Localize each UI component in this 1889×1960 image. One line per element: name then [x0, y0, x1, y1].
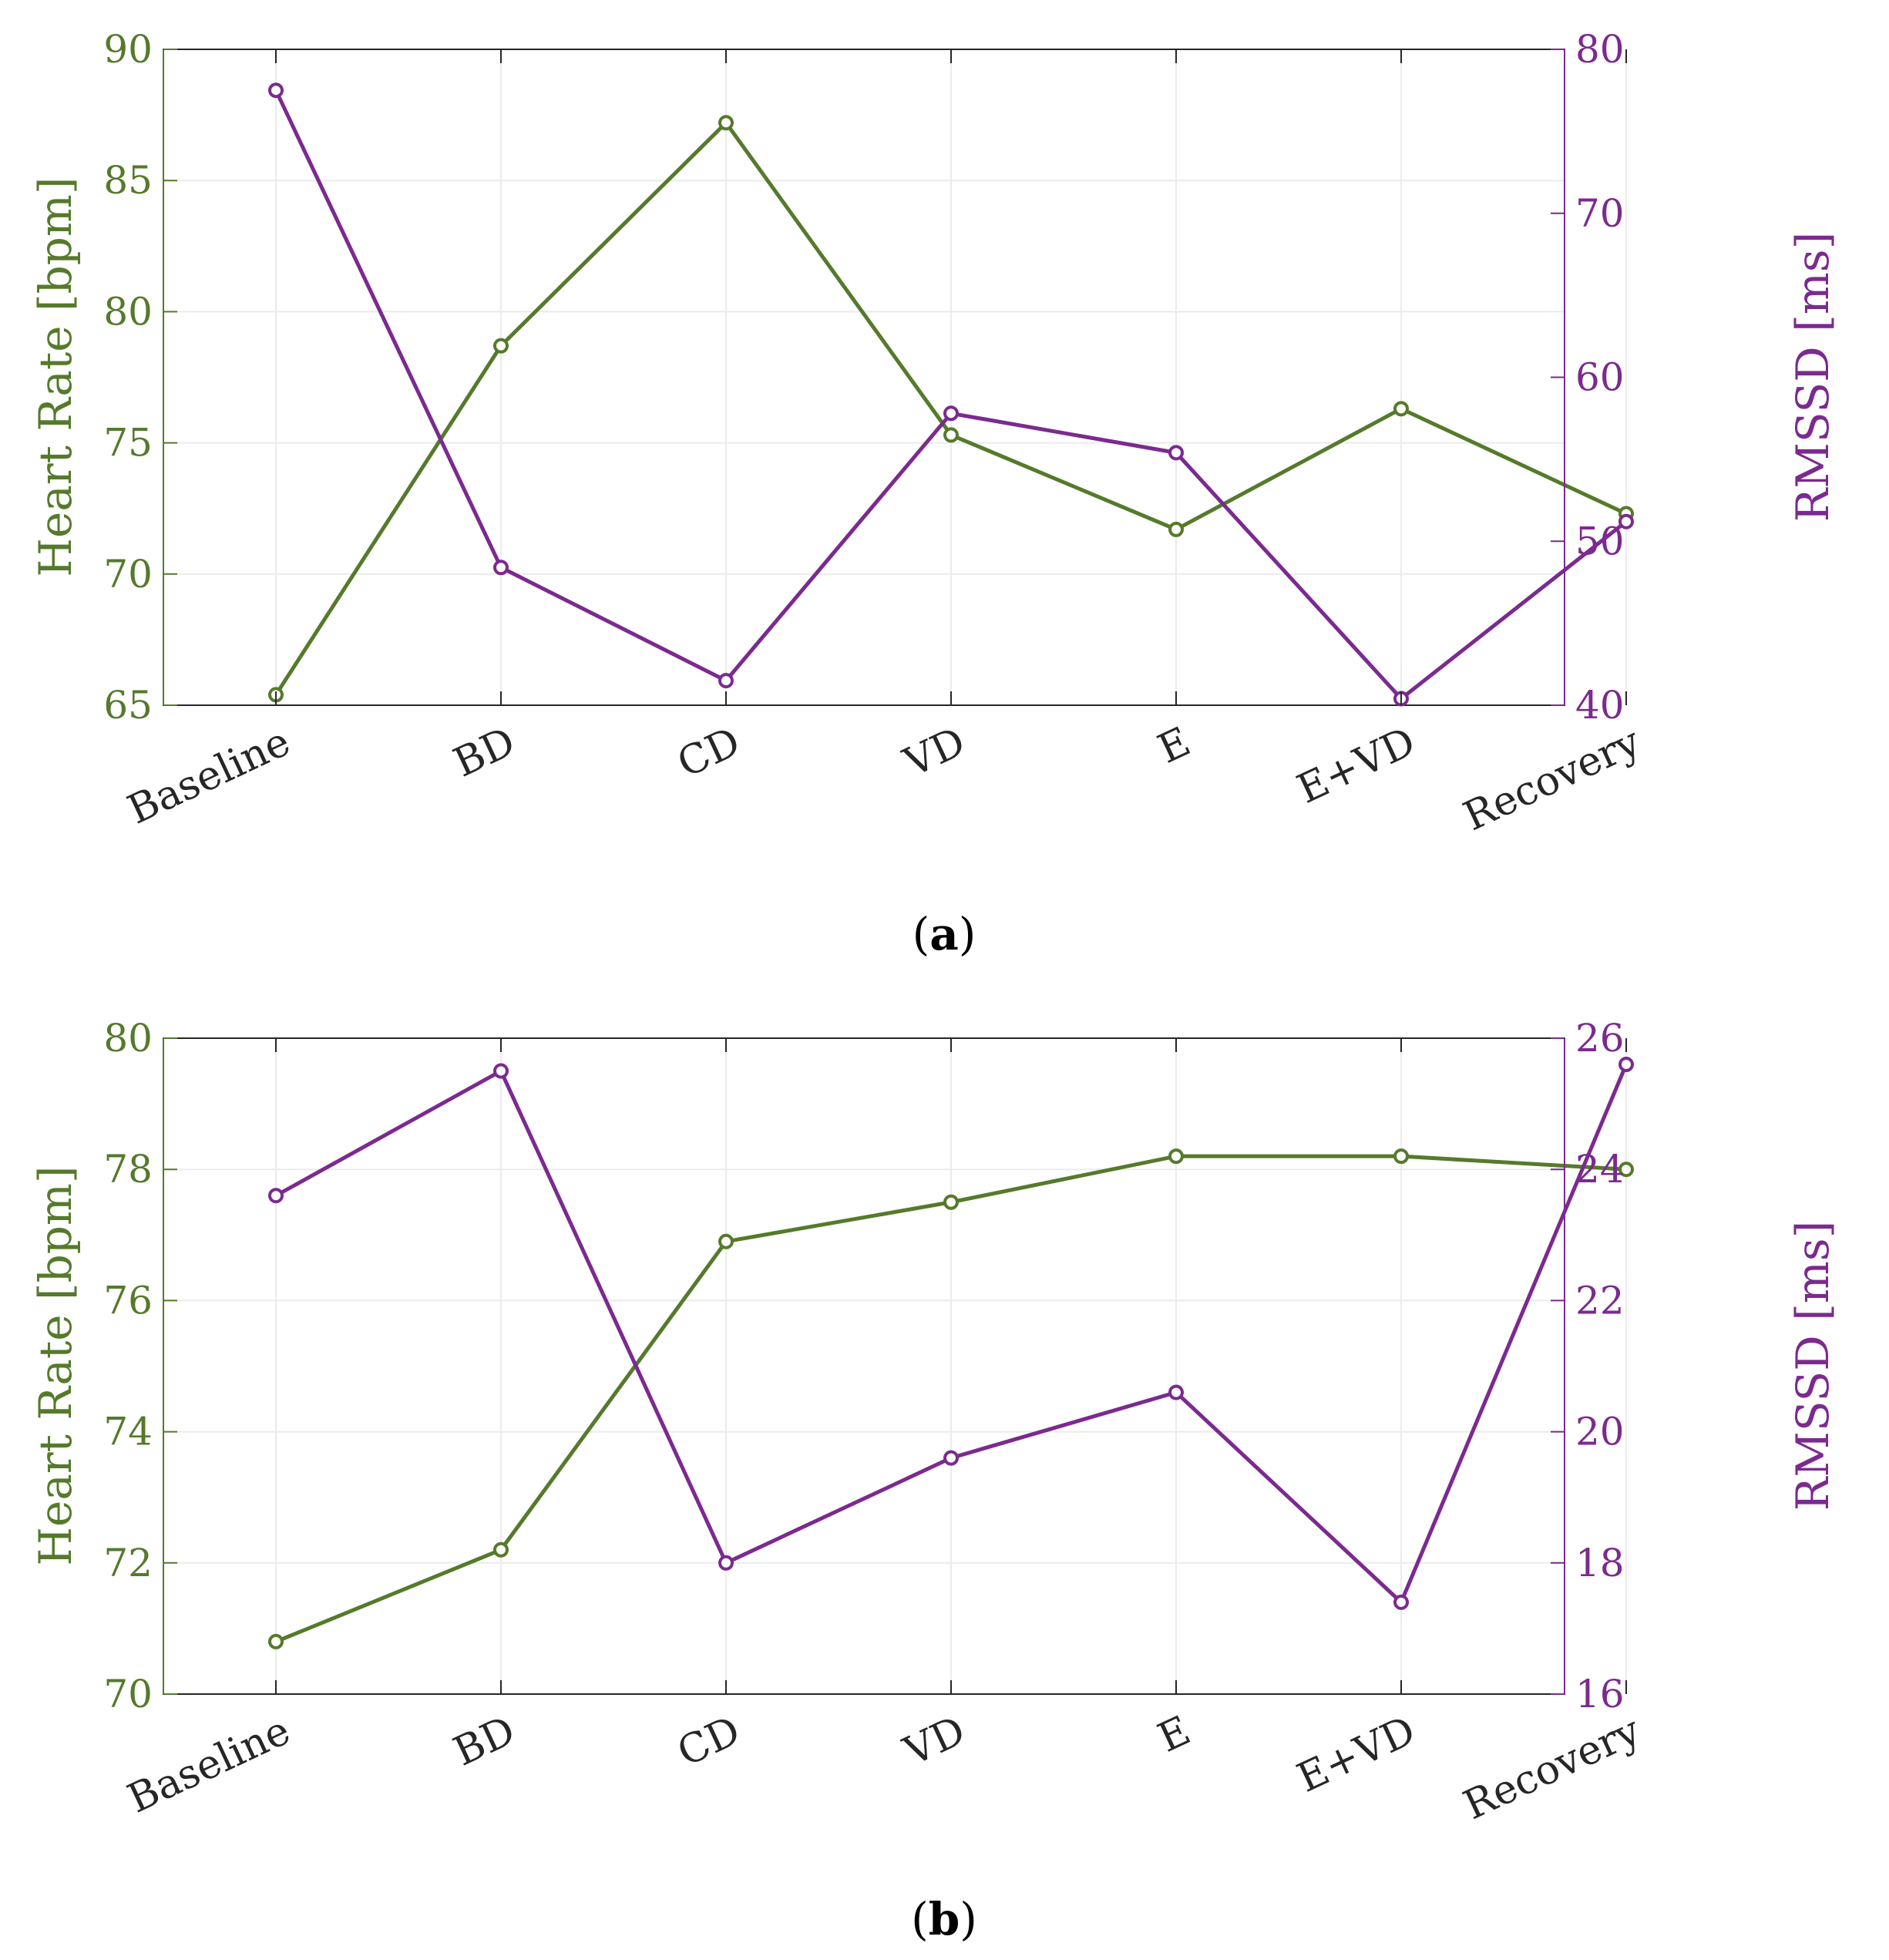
caption-letter: b — [929, 1893, 960, 1945]
rmssd-point — [1168, 1384, 1184, 1400]
rmssd-point — [943, 405, 959, 422]
right-tick-label: 16 — [1575, 1672, 1625, 1716]
rmssd-point — [1393, 1594, 1409, 1610]
rmssd-point — [1618, 513, 1634, 530]
y-axis-label-right: RMSSD [ms] — [1786, 232, 1839, 522]
rmssd-point — [268, 1188, 284, 1204]
y-axis-label-left: Heart Rate [bpm] — [29, 1165, 82, 1565]
heart-rate-point — [1168, 1148, 1184, 1165]
heart-rate-point — [943, 1194, 959, 1210]
rmssd-point — [1618, 1057, 1634, 1073]
right-tick-label: 60 — [1575, 355, 1625, 400]
panel-caption-b: (b) — [911, 1893, 977, 1945]
rmssd-point — [1168, 445, 1184, 461]
right-tick-label: 80 — [1575, 27, 1625, 72]
heart-rate-point — [268, 1633, 284, 1649]
rmssd-point — [493, 560, 509, 576]
heart-rate-point — [493, 1541, 509, 1558]
rmssd-point — [268, 82, 284, 99]
right-tick-label: 18 — [1575, 1541, 1625, 1585]
heart-rate-point — [1168, 521, 1184, 537]
y-axis-label-left: Heart Rate [bpm] — [29, 177, 82, 577]
right-tick-label: 26 — [1575, 1016, 1625, 1061]
caption-close-paren: ) — [960, 1893, 977, 1945]
rmssd-point — [493, 1063, 509, 1079]
left-tick-label: 78 — [103, 1147, 153, 1192]
right-tick-label: 40 — [1575, 683, 1625, 728]
caption-open-paren: ( — [913, 908, 930, 960]
rmssd-point — [943, 1450, 959, 1466]
heart-rate-point — [718, 1233, 734, 1249]
left-tick-label: 70 — [103, 1672, 153, 1716]
heart-rate-point — [1393, 1148, 1409, 1165]
heart-rate-point — [493, 338, 509, 354]
right-tick-label: 22 — [1575, 1278, 1625, 1323]
caption-open-paren: ( — [911, 1893, 929, 1945]
left-tick-label: 74 — [103, 1410, 153, 1454]
left-tick-label: 65 — [103, 683, 153, 728]
caption-letter: a — [929, 908, 959, 960]
series-lines — [268, 1057, 1634, 1649]
caption-close-paren: ) — [959, 908, 976, 960]
left-tick-label: 80 — [103, 1016, 153, 1061]
left-tick-label: 76 — [103, 1278, 153, 1323]
heart-rate-point — [1393, 401, 1409, 417]
left-tick-label: 80 — [103, 289, 153, 334]
left-tick-label: 72 — [103, 1541, 153, 1585]
left-tick-label: 90 — [103, 27, 153, 72]
right-tick-label: 50 — [1575, 519, 1625, 563]
rmssd-point — [718, 1555, 734, 1571]
y-axis-label-right: RMSSD [ms] — [1786, 1221, 1839, 1511]
heart-rate-point — [1618, 1162, 1634, 1178]
panel-caption-a: (a) — [913, 908, 976, 960]
heart-rate-point — [943, 427, 959, 443]
left-tick-label: 70 — [103, 552, 153, 597]
right-tick-label: 24 — [1575, 1147, 1625, 1192]
left-tick-label: 75 — [103, 421, 153, 466]
heart-rate-point — [718, 115, 734, 131]
right-tick-label: 70 — [1575, 191, 1625, 236]
right-tick-label: 20 — [1575, 1410, 1625, 1454]
rmssd-point — [718, 673, 734, 689]
left-tick-label: 85 — [103, 158, 153, 203]
